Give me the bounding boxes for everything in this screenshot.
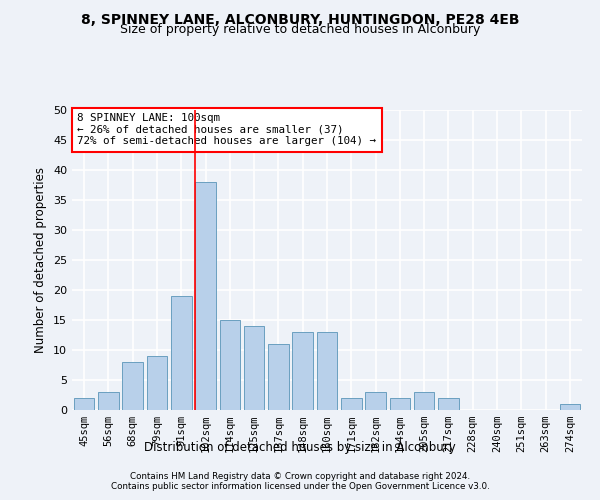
Bar [389,398,410,410]
Bar [414,392,434,410]
Y-axis label: Number of detached properties: Number of detached properties [34,167,47,353]
Bar [74,398,94,410]
Bar [122,362,143,410]
Bar [292,332,313,410]
Text: Size of property relative to detached houses in Alconbury: Size of property relative to detached ho… [120,22,480,36]
Bar [317,332,337,410]
Bar [220,320,240,410]
Bar [146,356,167,410]
Bar [365,392,386,410]
Bar [195,182,216,410]
Bar [268,344,289,410]
Text: 8, SPINNEY LANE, ALCONBURY, HUNTINGDON, PE28 4EB: 8, SPINNEY LANE, ALCONBURY, HUNTINGDON, … [81,12,519,26]
Text: 8 SPINNEY LANE: 100sqm
← 26% of detached houses are smaller (37)
72% of semi-det: 8 SPINNEY LANE: 100sqm ← 26% of detached… [77,113,376,146]
Text: Contains public sector information licensed under the Open Government Licence v3: Contains public sector information licen… [110,482,490,491]
Bar [438,398,459,410]
Bar [560,404,580,410]
Bar [244,326,265,410]
Text: Contains HM Land Registry data © Crown copyright and database right 2024.: Contains HM Land Registry data © Crown c… [130,472,470,481]
Bar [98,392,119,410]
Bar [341,398,362,410]
Text: Distribution of detached houses by size in Alconbury: Distribution of detached houses by size … [144,441,456,454]
Bar [171,296,191,410]
